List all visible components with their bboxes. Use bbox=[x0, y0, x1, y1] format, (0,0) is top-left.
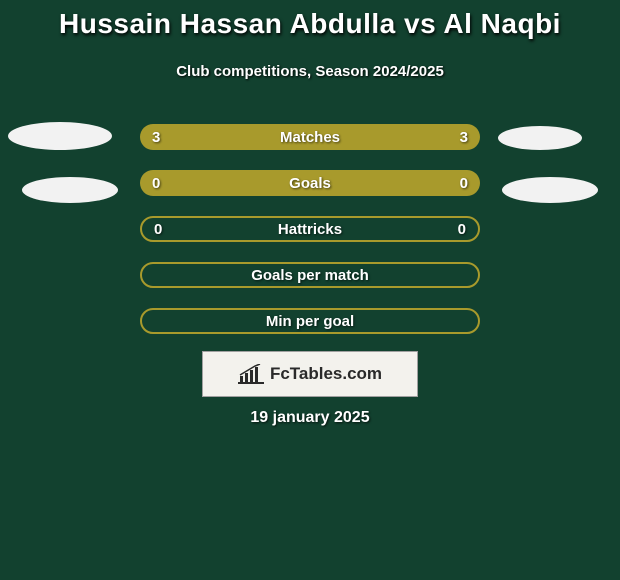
stat-left-value: 0 bbox=[154, 221, 162, 238]
stat-row-matches: 3 Matches 3 bbox=[140, 124, 480, 150]
stat-row-hattricks: 0 Hattricks 0 bbox=[140, 216, 480, 242]
player2-photo-placeholder bbox=[498, 126, 582, 150]
stat-label: Goals per match bbox=[251, 267, 369, 284]
player2-photo-placeholder bbox=[502, 177, 598, 203]
stat-row-goals: 0 Goals 0 bbox=[140, 170, 480, 196]
stat-label: Matches bbox=[280, 129, 340, 146]
stat-right-value: 0 bbox=[460, 175, 468, 192]
stat-left-value: 0 bbox=[152, 175, 160, 192]
stat-row-min-per-goal: Min per goal bbox=[140, 308, 480, 334]
stat-label: Hattricks bbox=[278, 221, 342, 238]
stat-left-value: 3 bbox=[152, 129, 160, 146]
page-title: Hussain Hassan Abdulla vs Al Naqbi bbox=[0, 8, 620, 40]
stat-label: Goals bbox=[289, 175, 331, 192]
stat-right-value: 0 bbox=[458, 221, 466, 238]
player1-photo-placeholder bbox=[8, 122, 112, 150]
source-logo: FcTables.com bbox=[202, 351, 418, 397]
barchart-icon bbox=[238, 364, 264, 384]
subtitle: Club competitions, Season 2024/2025 bbox=[0, 63, 620, 80]
source-logo-text: FcTables.com bbox=[270, 364, 382, 384]
stat-label: Min per goal bbox=[266, 313, 354, 330]
date-line: 19 january 2025 bbox=[0, 409, 620, 427]
stat-row-goals-per-match: Goals per match bbox=[140, 262, 480, 288]
stat-right-value: 3 bbox=[460, 129, 468, 146]
comparison-infographic: Hussain Hassan Abdulla vs Al Naqbi Club … bbox=[0, 0, 620, 580]
player1-photo-placeholder bbox=[22, 177, 118, 203]
